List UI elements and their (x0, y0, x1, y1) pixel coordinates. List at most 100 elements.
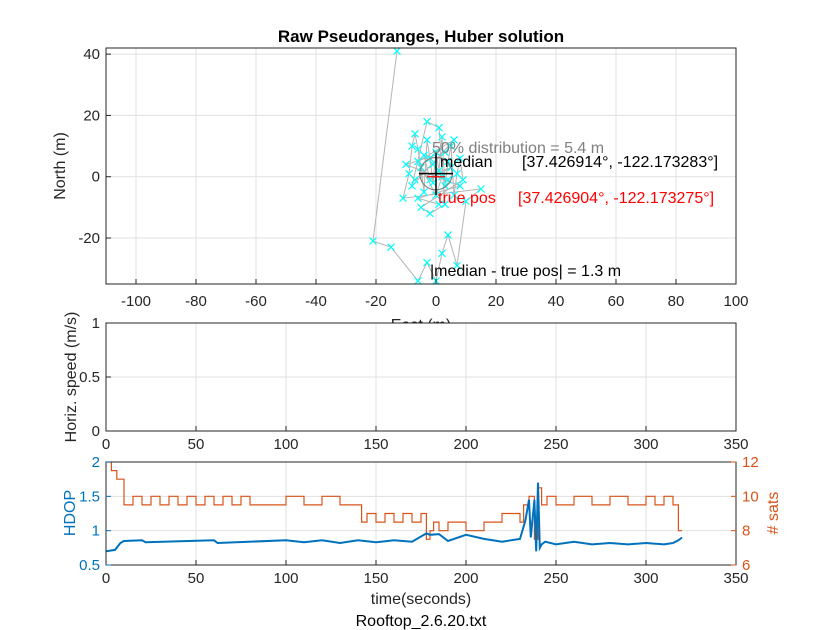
footer-filename: Rooftop_2.6.20.txt (356, 613, 487, 630)
scatter-point (414, 277, 422, 285)
scatter-xtick-label: -80 (185, 293, 207, 310)
scatter-ytick-label: -20 (78, 230, 100, 247)
scatter-point (399, 194, 407, 203)
scatter-point (441, 200, 449, 209)
scatter-point (432, 191, 440, 200)
scatter-point (369, 237, 377, 246)
scatter-point (453, 169, 461, 178)
speed-xtick-label: 50 (188, 436, 205, 453)
speed-ytick-label: 0 (92, 423, 100, 440)
scatter-xtick-label: 40 (548, 293, 565, 310)
sats-ylabel: # sats (765, 492, 782, 535)
scatter-point (438, 249, 446, 258)
scatter-ytick-label: 0 (92, 169, 100, 186)
speed-xtick-label: 150 (363, 436, 388, 453)
scatter-point (417, 203, 425, 212)
scatter-ytick-label: 40 (83, 46, 100, 63)
hdop-panel: 0 50 100 150 200 250 300 350 0.5 1 1.5 2 6 8 10 12 time… (62, 454, 782, 608)
scatter-point (414, 157, 422, 166)
sats-ytick-label: 12 (742, 454, 759, 471)
hdop-ytick-label: 2 (92, 454, 100, 471)
sats-ytick-label: 10 (742, 488, 759, 505)
scatter-xtick-label: -100 (121, 293, 151, 310)
scatter-point (411, 129, 419, 138)
hdop-xtick-label: 250 (543, 570, 568, 587)
hdop-ytick-label: 1 (92, 523, 100, 540)
hdop-xtick-label: 50 (188, 570, 205, 587)
scatter-point (423, 117, 431, 126)
speed-ytick-label: 1 (92, 315, 100, 332)
speed-ytick-label: 0.5 (79, 369, 100, 386)
hdop-axes-box (105, 461, 737, 566)
scatter-ytick-label: 20 (83, 107, 100, 124)
scatter-point (387, 243, 395, 252)
scatter-point (435, 200, 443, 209)
error-label: |median - true pos| = 1.3 m (430, 263, 621, 280)
hdop-lines (105, 461, 683, 553)
scatter-point (411, 175, 419, 184)
scatter-point (477, 185, 485, 193)
speed-panel: 0 50 100 150 200 250 300 350 0 0.5 1 Horiz. speed … (63, 312, 749, 453)
time-xlabel: time(seconds) (371, 591, 471, 608)
scatter-xtick-label: 0 (432, 293, 440, 310)
scatter-point (450, 191, 458, 200)
hdop-xtick-label: 100 (273, 570, 298, 587)
scatter-point (459, 175, 467, 184)
hdop-xtick-label: 350 (723, 570, 748, 587)
scatter-xtick-label: -20 (365, 293, 387, 310)
hdop-ticks: 0 50 100 150 200 250 300 350 0.5 1 1.5 2 6 8 10 12 (79, 454, 759, 587)
speed-xtick-label: 350 (723, 436, 748, 453)
scatter-point (405, 169, 413, 178)
scatter-point (453, 261, 461, 270)
scatter-point (441, 148, 449, 157)
median-label: median (440, 154, 492, 171)
position-markers (419, 152, 453, 196)
speed-ticks: 0 50 100 150 200 250 300 350 0 0.5 1 (79, 315, 748, 453)
scatter-point (438, 132, 446, 141)
scatter-point (408, 181, 416, 190)
scatter-point (420, 188, 428, 196)
scatter-point (414, 194, 422, 203)
hdop-xtick-label: 300 (633, 570, 658, 587)
scatter-point (426, 175, 434, 184)
scatter-point (456, 154, 464, 163)
scatter-point (444, 231, 452, 239)
scatter-point (435, 123, 443, 132)
median-coords: [37.426914°, -122.173283°] (522, 154, 718, 171)
distribution-label: 50% distribution = 5.4 m (432, 140, 604, 157)
figure-title: Raw Pseudoranges, Huber solution (278, 27, 564, 46)
scatter-xtick-label: -60 (245, 293, 267, 310)
sats-series (106, 461, 682, 540)
scatter-point (423, 136, 431, 144)
scatter-point (423, 258, 431, 267)
true-pos-label: true pos (438, 190, 496, 207)
hdop-ytick-label: 0.5 (79, 557, 100, 574)
scatter-point (420, 151, 428, 160)
scatter-xtick-label: 80 (668, 293, 685, 310)
scatter-point (426, 209, 434, 218)
sats-ytick-label: 6 (742, 557, 750, 574)
scatter-ticks: -100 -80 -60 -40 -20 0 20 40 60 80 100 -20 0 20 40 (78, 46, 748, 310)
scatter-xtick-label: -40 (305, 293, 327, 310)
hdop-xtick-label: 200 (453, 570, 478, 587)
scatter-point (447, 142, 455, 151)
scatter-ylabel: North (m) (52, 132, 69, 200)
sats-ytick-label: 8 (742, 523, 750, 540)
scatter-axes-box (105, 47, 737, 285)
scatter-point (393, 47, 401, 55)
scatter-point (408, 142, 416, 151)
hdop-xtick-label: 0 (102, 570, 110, 587)
speed-xtick-label: 300 (633, 436, 658, 453)
scatter-point (450, 136, 458, 144)
true-pos-coords: [37.426904°, -122.173275°] (518, 190, 714, 207)
hdop-xtick-label: 150 (363, 570, 388, 587)
hdop-series (105, 482, 683, 553)
scatter-point (402, 160, 410, 169)
speed-xtick-label: 0 (102, 436, 110, 453)
scatter-point (462, 197, 470, 206)
hdop-ylabel: HDOP (62, 490, 79, 536)
scatter-point (444, 157, 452, 166)
